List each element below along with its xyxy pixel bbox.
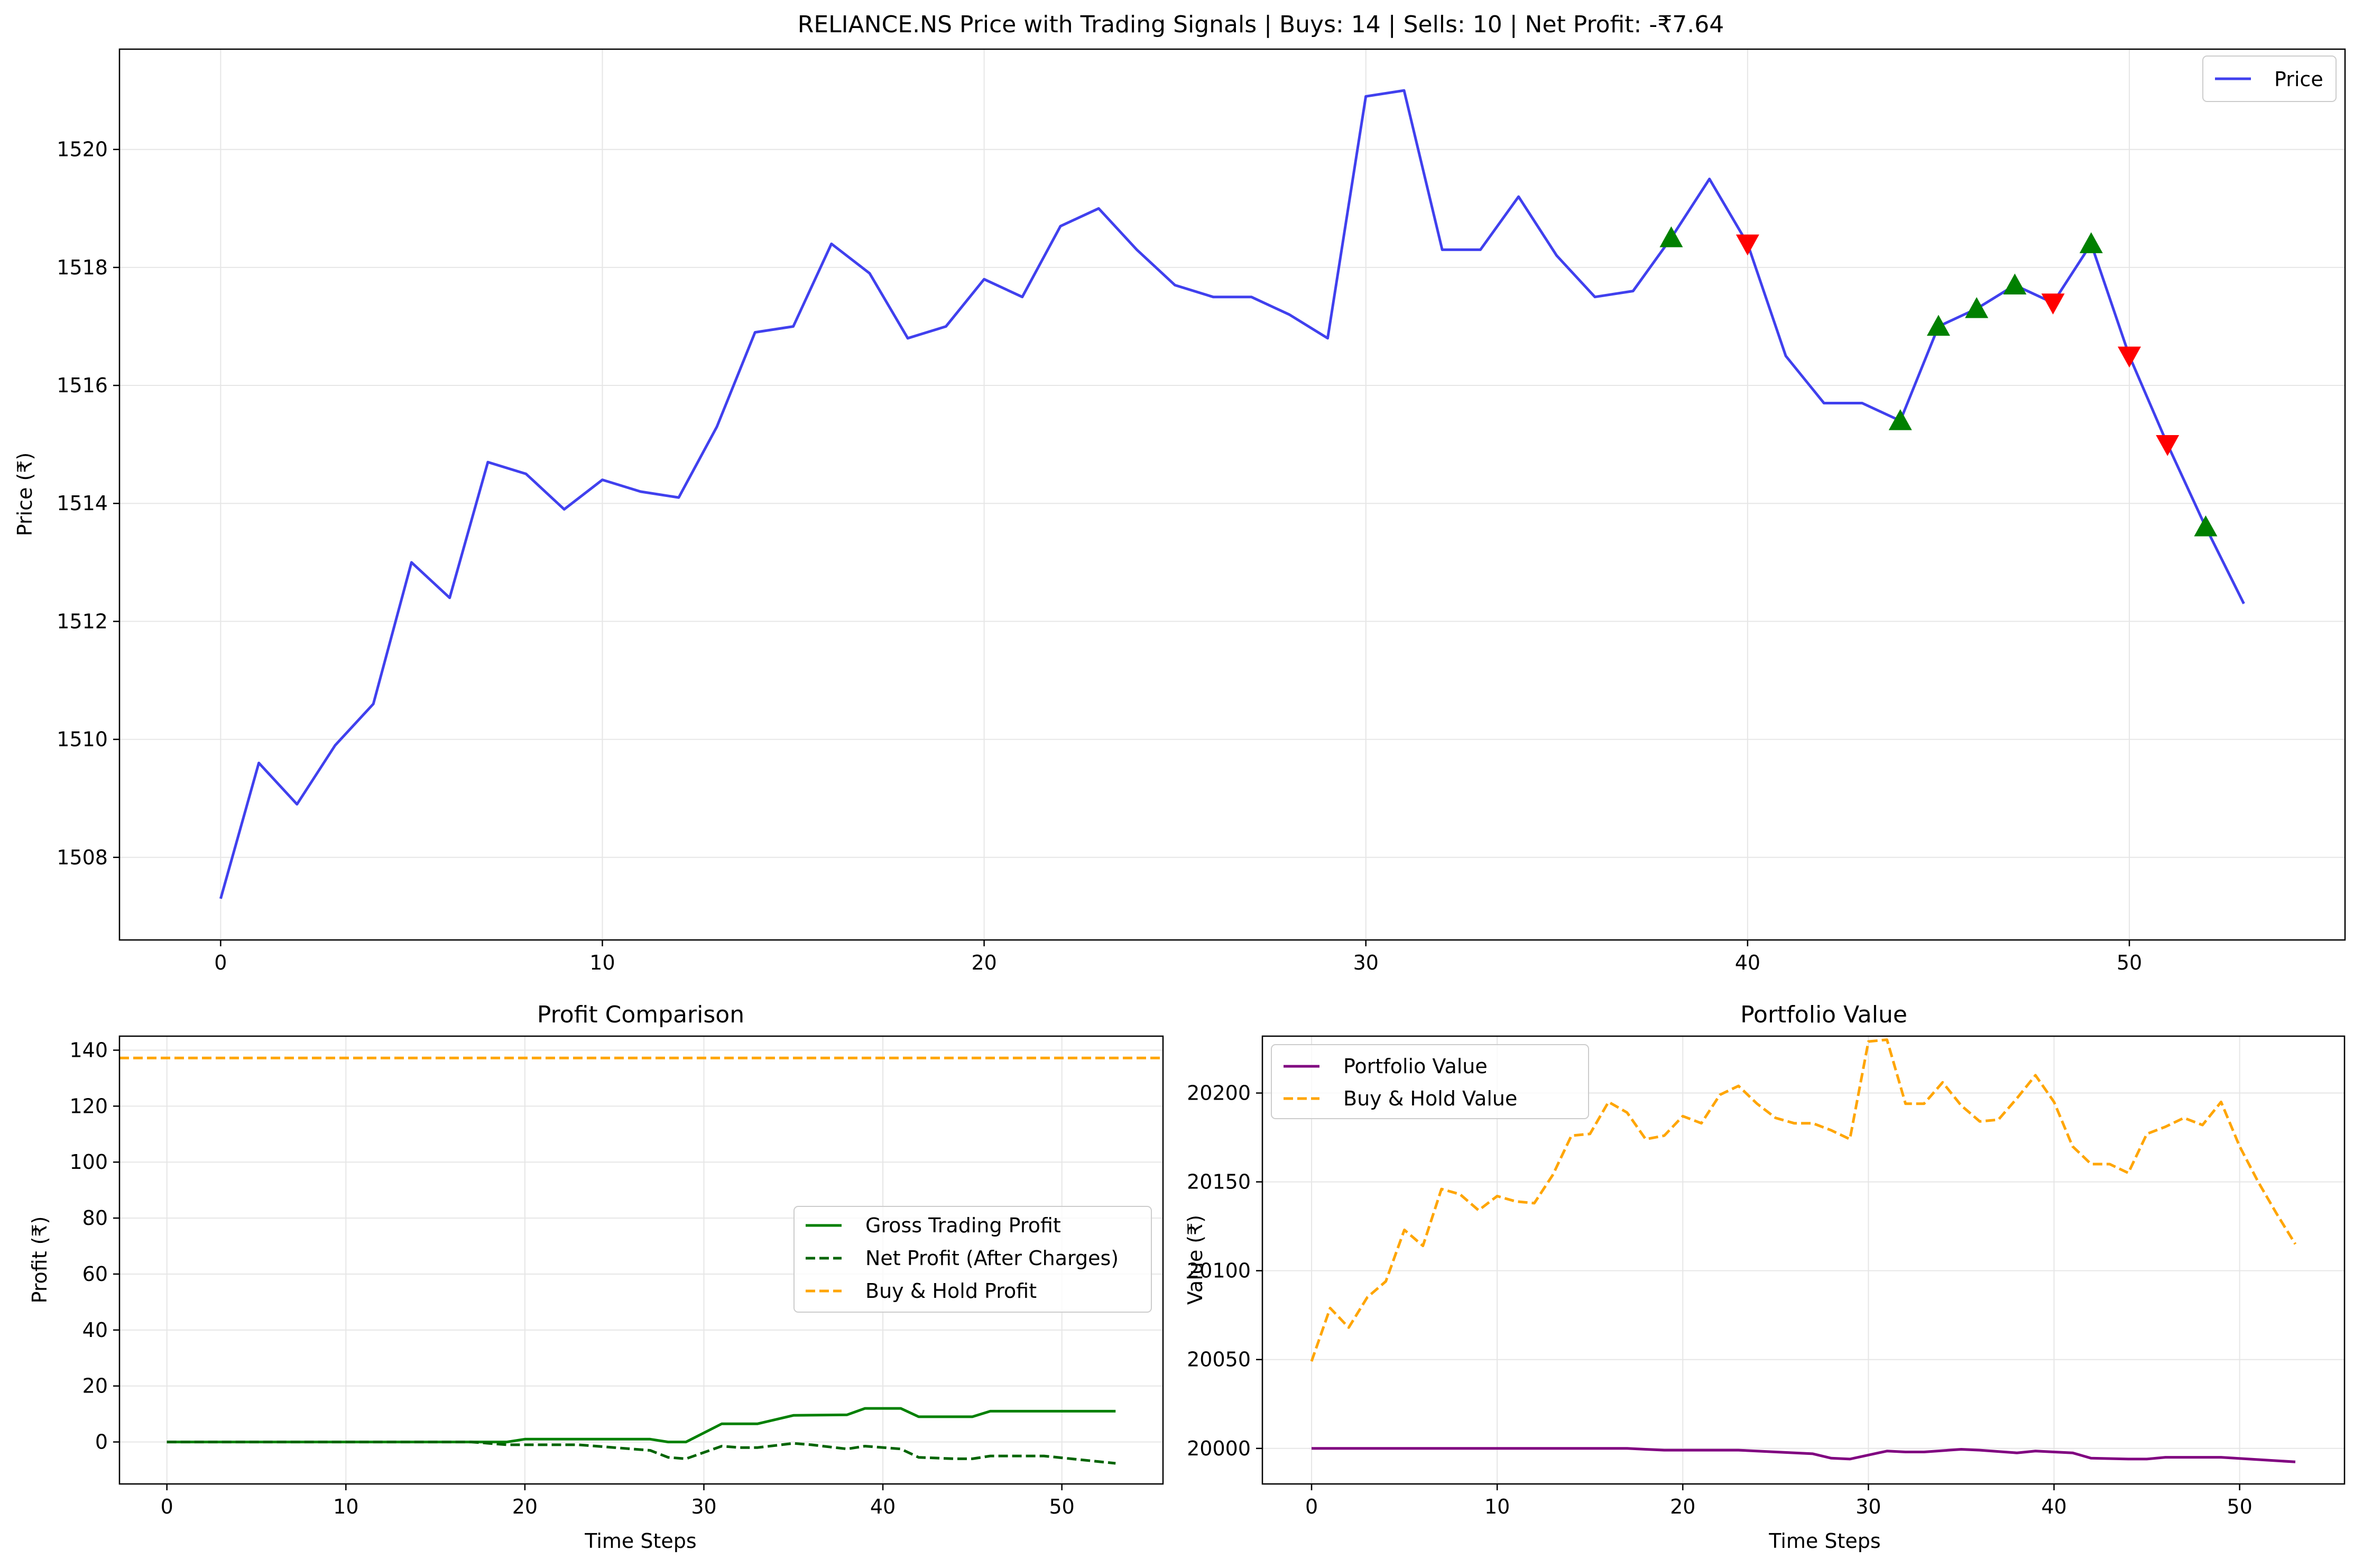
portfolio-chart-xticks: 0 10 20 30 40 50 xyxy=(1305,1484,2253,1518)
price-ytick-label: 1512 xyxy=(57,610,108,633)
profit-xtick-label: 50 xyxy=(1049,1495,1075,1518)
portfolio-chart-xlabel: Time Steps xyxy=(1768,1529,1880,1553)
buy-signal-marker xyxy=(1659,226,1683,247)
price-legend-label: Price xyxy=(2274,68,2323,91)
portfolio-xtick-label: 0 xyxy=(1305,1495,1318,1518)
portfolio-ytick-label: 20000 xyxy=(1187,1437,1251,1460)
price-chart-grid xyxy=(119,49,2345,940)
profit-ytick-label: 40 xyxy=(82,1318,108,1342)
portfolio-ytick-label: 20050 xyxy=(1187,1348,1251,1371)
price-chart-buy-markers xyxy=(1659,226,2218,537)
profit-xtick-label: 20 xyxy=(512,1495,538,1518)
profit-chart-xlabel: Time Steps xyxy=(584,1529,696,1553)
portfolio-legend-label-buyhold: Buy & Hold Value xyxy=(1343,1087,1517,1110)
price-ytick-label: 1508 xyxy=(57,846,108,869)
profit-ytick-label: 0 xyxy=(95,1431,108,1454)
price-ytick-label: 1516 xyxy=(57,374,108,397)
profit-chart-yticks: 0 20 40 60 80 100 120 140 xyxy=(69,1038,119,1454)
portfolio-xtick-label: 20 xyxy=(1670,1495,1695,1518)
price-chart: RELIANCE.NS Price with Trading Signals |… xyxy=(13,11,2346,974)
profit-chart-title: Profit Comparison xyxy=(537,1001,744,1028)
profit-legend-box xyxy=(793,1206,1152,1313)
price-chart-yticks: 1508 1510 1512 1514 1516 1518 1520 xyxy=(57,138,119,869)
price-chart-legend: Price xyxy=(2202,56,2337,102)
buy-signal-marker xyxy=(2079,232,2103,253)
price-xtick-label: 40 xyxy=(1735,951,1760,974)
portfolio-ytick-label: 20200 xyxy=(1187,1082,1251,1105)
profit-xtick-label: 10 xyxy=(333,1495,358,1518)
portfolio-chart-ylabel: Value (₹) xyxy=(1184,1215,1207,1305)
price-series-0-line xyxy=(219,89,2245,899)
profit-ytick-label: 140 xyxy=(69,1038,108,1062)
portfolio-chart-series xyxy=(1310,1038,2297,1463)
price-xtick-label: 30 xyxy=(1353,951,1379,974)
portfolio-chart-title: Portfolio Value xyxy=(1740,1001,1907,1028)
portfolio-chart: Portfolio Value 0 10 20 30 40 50 200002005020… xyxy=(1184,1001,2346,1553)
price-xtick-label: 20 xyxy=(971,951,996,974)
buy-signal-marker xyxy=(1965,297,1989,318)
portfolio-legend-label-portfolio: Portfolio Value xyxy=(1343,1055,1488,1078)
price-chart-sell-markers xyxy=(1736,234,2180,456)
price-legend-box xyxy=(2202,56,2337,102)
price-chart-title: RELIANCE.NS Price with Trading Signals |… xyxy=(798,11,1724,38)
buy-signal-marker xyxy=(2003,273,2027,294)
profit-series-0-line xyxy=(167,1407,1116,1444)
profit-series-1-line xyxy=(167,1441,1116,1465)
sell-signal-marker xyxy=(2156,435,2180,456)
portfolio-xtick-label: 30 xyxy=(1856,1495,1881,1518)
profit-ytick-label: 80 xyxy=(82,1206,108,1230)
buy-signal-marker xyxy=(2194,515,2218,537)
portfolio-legend-box xyxy=(1271,1044,1589,1119)
profit-legend-label-net: Net Profit (After Charges) xyxy=(865,1247,1119,1270)
buy-signal-marker xyxy=(1888,409,1912,430)
profit-chart-series xyxy=(119,1056,1163,1465)
price-xtick-label: 50 xyxy=(2117,951,2142,974)
profit-xtick-label: 30 xyxy=(691,1495,716,1518)
portfolio-xtick-label: 10 xyxy=(1484,1495,1510,1518)
sell-signal-marker xyxy=(2117,346,2141,368)
portfolio-xtick-label: 40 xyxy=(2041,1495,2066,1518)
price-ytick-label: 1520 xyxy=(57,138,108,161)
portfolio-ytick-label: 20100 xyxy=(1187,1259,1251,1283)
price-xtick-label: 10 xyxy=(589,951,615,974)
price-chart-frame xyxy=(118,48,2346,941)
portfolio-xtick-label: 50 xyxy=(2227,1495,2252,1518)
profit-ytick-label: 100 xyxy=(69,1150,108,1174)
price-xtick-label: 0 xyxy=(214,951,227,974)
sell-signal-marker xyxy=(1736,234,1759,256)
profit-legend-label-gross: Gross Trading Profit xyxy=(865,1214,1061,1237)
portfolio-series-1-line xyxy=(1310,1038,2297,1362)
profit-chart-ylabel: Profit (₹) xyxy=(28,1216,51,1303)
price-chart-ylabel: Price (₹) xyxy=(13,453,36,537)
portfolio-series-0-line xyxy=(1312,1447,2296,1463)
profit-xtick-label: 40 xyxy=(870,1495,896,1518)
profit-ytick-label: 20 xyxy=(82,1375,108,1398)
profit-chart-xticks: 0 10 20 30 40 50 xyxy=(161,1484,1075,1518)
portfolio-ytick-label: 20150 xyxy=(1187,1170,1251,1194)
portfolio-chart-yticks: 20000 20050 20100 20150 20200 xyxy=(1187,1082,1262,1460)
profit-chart: Profit Comparison 0 10 20 30 40 50 0 20 40 60 80 1… xyxy=(28,1001,1164,1553)
price-chart-xticks: 0 10 20 30 40 50 xyxy=(214,940,2142,974)
sell-signal-marker xyxy=(2041,293,2065,315)
profit-legend-label-buyhold: Buy & Hold Profit xyxy=(865,1279,1037,1303)
portfolio-chart-frame xyxy=(1261,1035,2346,1485)
price-ytick-label: 1518 xyxy=(57,256,108,279)
portfolio-chart-legend: Portfolio Value Buy & Hold Value xyxy=(1271,1044,1589,1119)
price-ytick-label: 1510 xyxy=(57,728,108,751)
price-chart-series xyxy=(219,89,2245,899)
profit-chart-legend: Gross Trading Profit Net Profit (After C… xyxy=(793,1206,1152,1313)
profit-ytick-label: 60 xyxy=(82,1262,108,1286)
profit-chart-frame xyxy=(118,1035,1164,1485)
price-ytick-label: 1514 xyxy=(57,492,108,515)
profit-xtick-label: 0 xyxy=(161,1495,173,1518)
buy-signal-marker xyxy=(1926,315,1950,336)
profit-ytick-label: 120 xyxy=(69,1094,108,1118)
